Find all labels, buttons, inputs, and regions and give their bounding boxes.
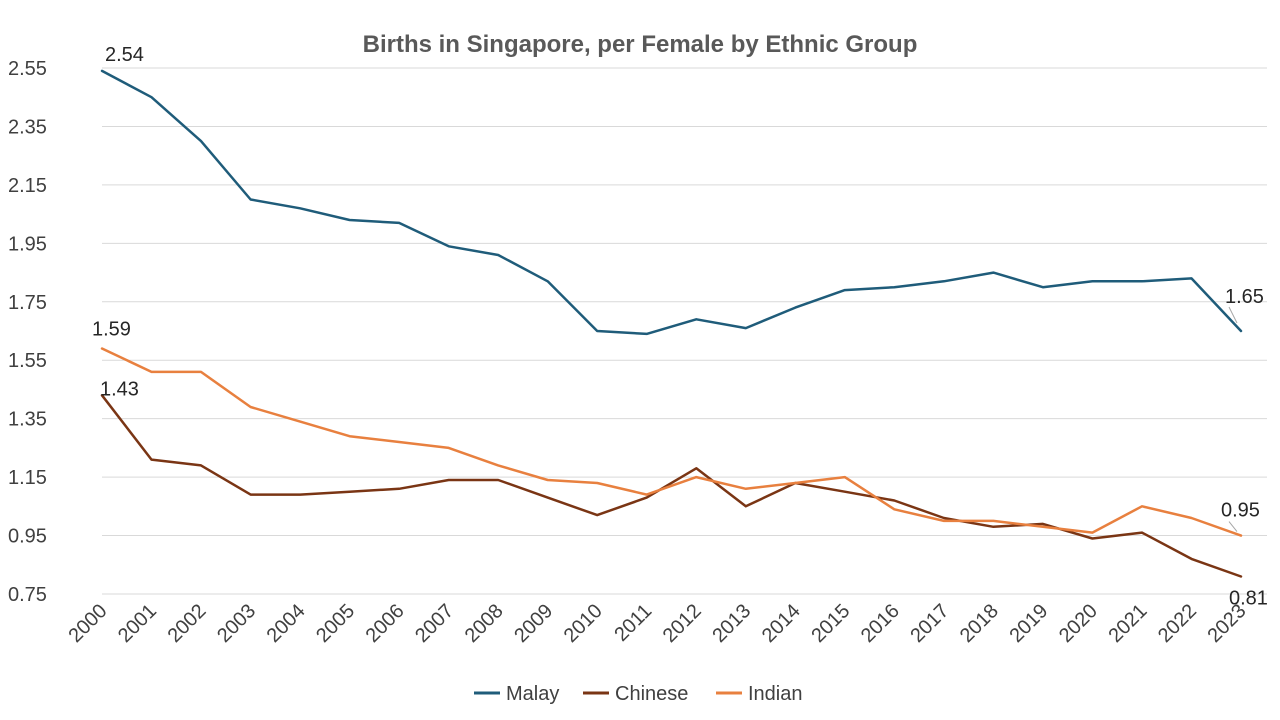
y-tick-label: 2.55 — [8, 58, 47, 80]
chart-title: Births in Singapore, per Female by Ethni… — [363, 31, 918, 58]
y-tick-label: 1.55 — [8, 350, 47, 372]
legend-label: Indian — [748, 683, 803, 705]
x-tick-label: 2008 — [461, 600, 508, 647]
data-label: 1.65 — [1225, 286, 1264, 308]
x-tick-label: 2001 — [114, 600, 161, 647]
x-axis-tick-labels: 2000 2001 2002 2003 2004 2005 2006 2007 2008 2009… — [65, 600, 1251, 647]
x-tick-label: 2000 — [65, 600, 112, 647]
series-line-chinese — [100, 394, 1243, 578]
data-labels: 2.54 1.65 1.59 0.95 1.43 0.81 — [92, 44, 1268, 610]
x-tick-label: 2003 — [213, 600, 260, 647]
x-tick-label: 2021 — [1104, 600, 1151, 647]
data-label-leader — [1228, 306, 1238, 324]
x-tick-label: 2022 — [1154, 600, 1201, 647]
y-tick-label: 1.75 — [8, 292, 47, 314]
series-lines — [100, 69, 1243, 578]
y-tick-label: 0.75 — [8, 584, 47, 606]
legend: Malay Chinese Indian — [474, 683, 803, 705]
data-label: 1.59 — [92, 319, 131, 341]
y-tick-label: 1.95 — [8, 233, 47, 255]
x-tick-label: 2005 — [312, 600, 359, 647]
x-tick-label: 2017 — [906, 600, 953, 647]
data-label: 1.43 — [100, 378, 139, 400]
y-tick-label: 0.95 — [8, 526, 47, 548]
x-tick-label: 2019 — [1005, 600, 1052, 647]
gridlines — [102, 67, 1267, 595]
x-tick-label: 2004 — [263, 600, 310, 647]
x-tick-label: 2009 — [510, 600, 557, 647]
data-label: 0.81 — [1229, 587, 1268, 609]
y-tick-label: 1.35 — [8, 409, 47, 431]
y-axis-tick-labels: 2.55 2.35 2.15 1.95 1.75 1.55 1.35 1.15 0.95 0.75 — [8, 58, 47, 606]
series-line-malay — [100, 69, 1243, 336]
x-tick-label: 2013 — [708, 600, 755, 647]
y-tick-label: 1.15 — [8, 467, 47, 489]
x-tick-label: 2016 — [857, 600, 904, 647]
x-tick-label: 2010 — [560, 600, 607, 647]
x-tick-label: 2015 — [807, 600, 854, 647]
x-tick-label: 2006 — [362, 600, 409, 647]
x-tick-label: 2007 — [411, 600, 458, 647]
legend-label: Chinese — [615, 683, 688, 705]
series-line-indian — [100, 347, 1243, 537]
data-label: 2.54 — [105, 44, 144, 66]
x-tick-label: 2018 — [956, 600, 1003, 647]
x-tick-label: 2012 — [659, 600, 706, 647]
y-tick-label: 2.35 — [8, 116, 47, 138]
x-tick-label: 2002 — [164, 600, 211, 647]
x-tick-label: 2011 — [610, 600, 656, 646]
x-tick-label: 2020 — [1055, 600, 1102, 647]
x-tick-label: 2014 — [758, 600, 805, 647]
data-label: 0.95 — [1221, 500, 1260, 522]
legend-label: Malay — [506, 683, 559, 705]
data-label-leader — [1228, 521, 1238, 532]
y-tick-label: 2.15 — [8, 175, 47, 197]
